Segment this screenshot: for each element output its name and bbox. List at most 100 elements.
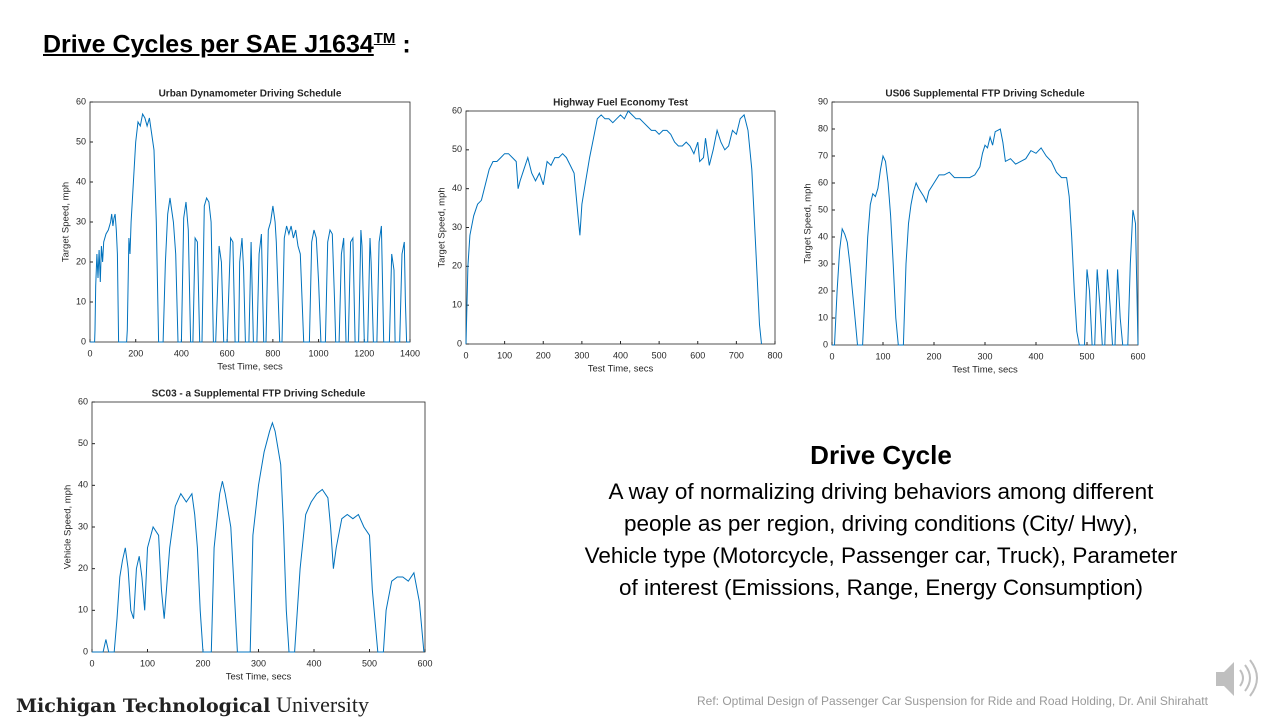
x-tick-label: 200 <box>926 351 941 361</box>
x-tick-label: 600 <box>690 350 705 360</box>
y-tick-label: 0 <box>457 338 462 348</box>
x-tick-label: 100 <box>497 350 512 360</box>
x-tick-label: 500 <box>652 350 667 360</box>
y-tick-label: 40 <box>78 480 88 490</box>
y-tick-label: 40 <box>818 231 828 241</box>
x-tick-label: 400 <box>613 350 628 360</box>
x-tick-label: 1000 <box>309 348 329 358</box>
x-tick-label: 0 <box>87 348 92 358</box>
plot-frame <box>831 101 1139 346</box>
x-tick-label: 0 <box>829 351 834 361</box>
logo: Michigan Technological University <box>16 692 369 718</box>
x-tick-label: 800 <box>265 348 280 358</box>
x-tick-label: 400 <box>306 658 321 668</box>
heading: Drive Cycle <box>810 440 952 470</box>
x-tick-label: 400 <box>174 348 189 358</box>
chart-title: SC03 - a Supplemental FTP Driving Schedu… <box>152 389 366 400</box>
plot-frame <box>91 401 426 653</box>
y-axis-label: Target Speed, mph <box>803 183 814 263</box>
definition-line: of interest (Emissions, Range, Energy Co… <box>619 575 1143 600</box>
logo-bold: Michigan Technological <box>16 695 271 717</box>
y-tick-label: 30 <box>78 521 88 531</box>
chart-title: US06 Supplemental FTP Driving Schedule <box>885 89 1085 100</box>
data-line <box>92 421 425 653</box>
x-tick-label: 0 <box>89 658 94 668</box>
y-axis-label: Target Speed, mph <box>61 182 72 262</box>
y-tick-label: 20 <box>818 285 828 295</box>
slide-title: Drive Cycles per SAE J1634TM : <box>43 30 411 59</box>
definition-line: people as per region, driving conditions… <box>624 511 1138 536</box>
x-tick-label: 800 <box>767 350 782 360</box>
chart-title: Urban Dynamometer Driving Schedule <box>159 89 342 100</box>
y-tick-label: 0 <box>81 336 86 346</box>
x-tick-label: 100 <box>140 658 155 668</box>
x-tick-label: 300 <box>977 351 992 361</box>
definition-line: Vehicle type (Motorcycle, Passenger car,… <box>584 543 1178 568</box>
x-tick-label: 100 <box>875 351 890 361</box>
x-tick-label: 1400 <box>400 348 420 358</box>
y-tick-label: 20 <box>78 563 88 573</box>
y-tick-label: 30 <box>76 216 86 226</box>
x-tick-label: 0 <box>463 350 468 360</box>
y-tick-label: 70 <box>818 150 828 160</box>
y-tick-label: 0 <box>83 646 88 656</box>
y-tick-label: 50 <box>76 136 86 146</box>
y-tick-label: 30 <box>818 258 828 268</box>
y-axis-label: Target Speed, mph <box>437 187 448 267</box>
chart: Urban Dynamometer Driving Schedule 0 20 0 40… <box>61 89 421 373</box>
plot-frame <box>465 110 776 345</box>
definition: A way of normalizing driving behaviors a… <box>540 476 1222 604</box>
title-suffix: : <box>395 30 411 59</box>
x-tick-label: 400 <box>1028 351 1043 361</box>
y-tick-label: 60 <box>452 105 462 115</box>
y-tick-label: 10 <box>818 312 828 322</box>
y-tick-label: 30 <box>452 222 462 232</box>
chart: SC03 - a Supplemental FTP Driving Schedu… <box>63 389 433 683</box>
y-tick-label: 50 <box>818 204 828 214</box>
y-tick-label: 90 <box>818 96 828 106</box>
data-line <box>90 112 410 343</box>
y-tick-label: 10 <box>452 300 462 310</box>
y-tick-label: 40 <box>76 176 86 186</box>
y-tick-label: 60 <box>76 96 86 106</box>
x-axis-label: Test Time, secs <box>588 364 654 375</box>
x-tick-label: 500 <box>1079 351 1094 361</box>
y-tick-label: 10 <box>78 605 88 615</box>
reference: Ref: Optimal Design of Passenger Car Sus… <box>697 694 1208 708</box>
chart: US06 Supplemental FTP Driving Schedule 0 1… <box>803 89 1146 376</box>
y-tick-label: 60 <box>78 396 88 406</box>
y-tick-label: 50 <box>452 144 462 154</box>
x-axis-label: Test Time, secs <box>952 365 1018 376</box>
x-tick-label: 500 <box>362 658 377 668</box>
title-text: Drive Cycles per SAE J1634 <box>43 30 374 59</box>
x-tick-label: 200 <box>536 350 551 360</box>
y-tick-label: 50 <box>78 438 88 448</box>
x-axis-label: Test Time, secs <box>226 672 292 683</box>
y-tick-label: 60 <box>818 177 828 187</box>
x-tick-label: 300 <box>574 350 589 360</box>
y-axis-label: Vehicle Speed, mph <box>63 485 74 570</box>
x-tick-label: 300 <box>251 658 266 668</box>
y-tick-label: 40 <box>452 183 462 193</box>
x-tick-label: 600 <box>417 658 432 668</box>
x-axis-label: Test Time, secs <box>217 362 283 373</box>
title-superscript: TM <box>373 30 396 47</box>
y-tick-label: 10 <box>76 296 86 306</box>
data-line <box>465 110 762 345</box>
definition-line: A way of normalizing driving behaviors a… <box>608 479 1154 504</box>
y-tick-label: 20 <box>452 261 462 271</box>
y-tick-label: 0 <box>823 339 828 349</box>
chart-title: Highway Fuel Economy Test <box>553 98 689 109</box>
x-tick-label: 700 <box>729 350 744 360</box>
x-tick-label: 600 <box>1130 351 1145 361</box>
y-tick-label: 20 <box>76 256 86 266</box>
speaker-icon <box>1216 659 1258 697</box>
y-tick-label: 80 <box>818 123 828 133</box>
logo-regular: University <box>276 692 370 717</box>
x-tick-label: 1200 <box>354 348 374 358</box>
data-line <box>832 128 1139 346</box>
x-tick-label: 600 <box>220 348 235 358</box>
